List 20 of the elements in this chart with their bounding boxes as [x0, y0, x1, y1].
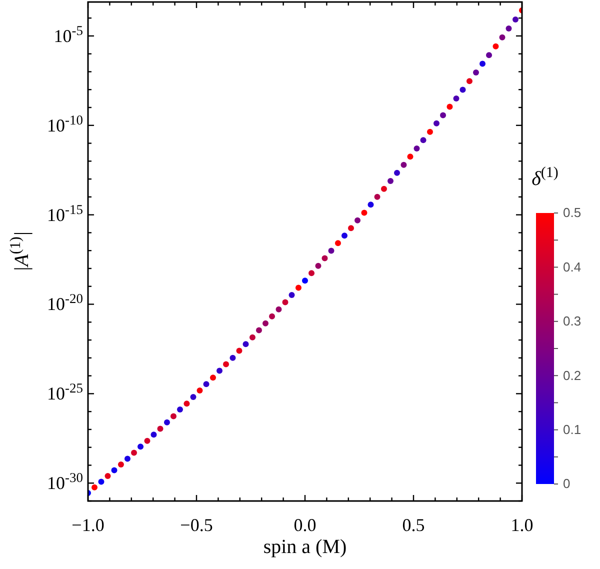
color-bar-label: 0.1: [563, 422, 582, 437]
color-bar-label: 0.2: [563, 368, 582, 383]
y-tick-label: 10$^{-5}$: [54, 22, 84, 46]
y-tick-label: 10$^{-20}$: [47, 290, 84, 314]
colorbar: 0 0.1 0.2 0.3 0.4 0.5 δ$^{(1)}$: [532, 165, 582, 492]
y-tick-label: 10$^{-15}$: [47, 201, 84, 225]
color-bar-label: 0.5: [563, 205, 582, 220]
x-tick-label: 0.5: [402, 515, 425, 535]
color-bar-label: 0: [563, 476, 570, 492]
x-tick-label: −0.5: [180, 515, 213, 535]
x-tick-label: 1.0: [510, 515, 534, 535]
color-bar-title: δ$^{(1)}$: [532, 165, 558, 190]
color-bar-label: 0.3: [563, 314, 582, 329]
color-bar-label: 0.4: [563, 259, 582, 274]
x-axis-title: spin a (M): [263, 536, 347, 558]
y-tick-label: 10$^{-25}$: [47, 380, 84, 404]
x-tick-label: 0.0: [294, 515, 316, 535]
x-tick-label: −1.0: [72, 515, 104, 535]
y-tick-label: 10$^{-30}$: [47, 470, 84, 494]
y-tick-label: 10$^{-10}$: [47, 112, 84, 136]
